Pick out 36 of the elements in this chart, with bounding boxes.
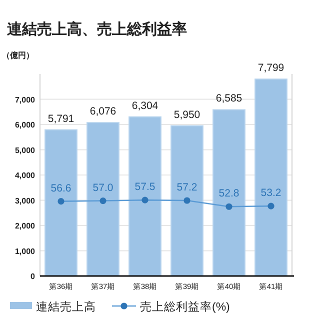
bar — [254, 78, 288, 276]
y-axis-title: （億円） — [2, 51, 34, 60]
y-tick-label: 3,000 — [14, 196, 36, 206]
point — [100, 197, 106, 204]
data-label: 5,791 — [48, 112, 74, 125]
bar — [170, 125, 204, 276]
y-tick-label: 7,000 — [14, 95, 36, 104]
data-label: 56.6 — [50, 182, 72, 194]
y-tick-label: 5,000 — [14, 146, 36, 155]
data-label: 57.0 — [92, 182, 114, 194]
legend-label: 売上総利益率(%) — [140, 300, 230, 314]
bar — [212, 109, 246, 276]
data-label: 57.5 — [134, 181, 156, 194]
point — [58, 198, 64, 205]
point — [268, 202, 274, 210]
text: 連結売上高 — [36, 300, 96, 314]
data-label: 5,950 — [174, 108, 200, 121]
bar — [44, 129, 78, 276]
bar — [128, 116, 162, 276]
bar — [86, 122, 120, 276]
point — [226, 203, 232, 210]
data-label: 57.2 — [176, 181, 198, 194]
data-label: 6,076 — [90, 106, 116, 118]
y-tick-label: 4,000 — [14, 171, 36, 180]
y-tick-label: 1,000 — [14, 246, 36, 256]
point — [142, 196, 148, 204]
chart-title: 連結売上高、売上総利益率 — [6, 20, 187, 38]
data-label: 7,799 — [258, 62, 284, 74]
y-tick-label: 2,000 — [14, 222, 36, 230]
data-label: 52.8 — [218, 188, 240, 200]
data-label: 6,585 — [216, 92, 242, 105]
data-label: 53.2 — [260, 187, 282, 200]
data-label: 6,304 — [132, 100, 158, 112]
y-tick-label: 6,000 — [14, 120, 36, 130]
point — [184, 197, 190, 204]
y-tick-label: 0 — [30, 272, 36, 281]
